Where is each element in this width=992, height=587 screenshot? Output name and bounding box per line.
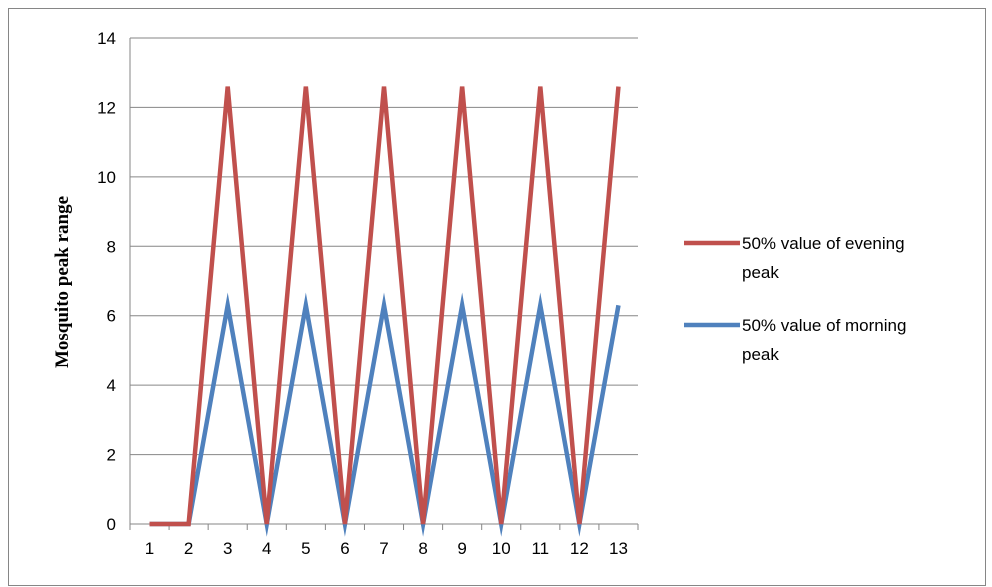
x-tick-label: 3 [223,539,232,558]
x-tick-label: 4 [262,539,271,558]
y-tick-label: 12 [97,98,116,117]
legend-label: 50% value of evening [742,234,905,253]
x-tick-labels: 1 2 3 4 5 6 7 8 9 10 11 12 13 [145,539,628,558]
x-tick-label: 1 [145,539,154,558]
legend-label: peak [742,263,779,282]
legend: 50% value of evening peak 50% value of mor… [684,234,906,364]
y-tick-label: 8 [107,237,116,256]
y-axis-label: Mosquito peak range [52,196,73,368]
x-tick-label: 7 [379,539,388,558]
y-tick-label: 10 [97,168,116,187]
x-tick-label: 12 [570,539,589,558]
x-tick-label: 2 [184,539,193,558]
y-tick-labels: 0 2 4 6 8 10 12 14 [97,29,116,534]
x-tick-label: 9 [457,539,466,558]
x-tick-label: 6 [340,539,349,558]
x-tick-label: 8 [418,539,427,558]
y-tick-label: 0 [107,515,116,534]
x-tick-label: 11 [531,539,549,558]
x-tick-label: 10 [492,539,511,558]
series-line-morning [149,292,621,537]
x-tick-label: 5 [301,539,310,558]
y-tick-label: 4 [107,376,116,395]
y-tick-label: 2 [107,446,116,465]
legend-label: 50% value of morning [742,316,906,335]
y-tick-label: 6 [107,307,116,326]
axes [129,38,639,530]
series-lines [149,86,621,537]
legend-label: peak [742,345,779,364]
x-tick-label: 13 [609,539,628,558]
y-tick-label: 14 [97,29,116,48]
